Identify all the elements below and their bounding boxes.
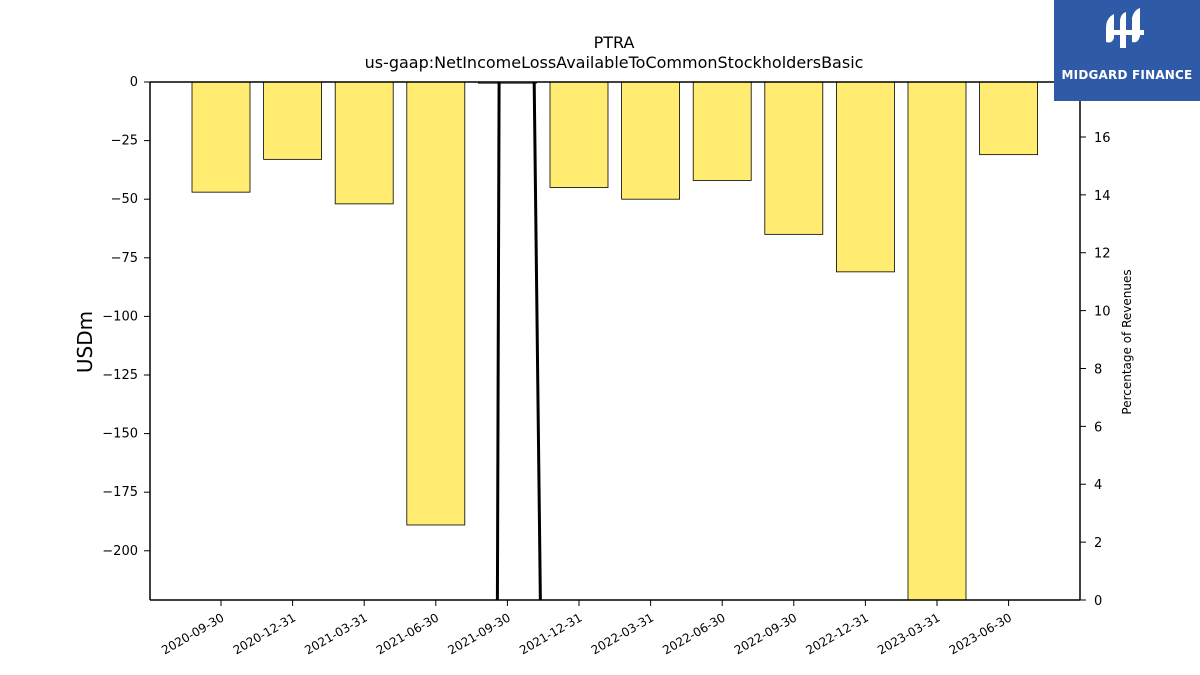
chart-title: PTRA: [594, 33, 635, 52]
x-tick-label: 2021-06-30: [374, 610, 441, 657]
y2-tick-label: 14: [1094, 189, 1111, 204]
y-tick-label: −125: [102, 368, 138, 383]
y-axis-label: USDm: [73, 311, 97, 373]
bar-2021-03-31: [334, 81, 394, 205]
ratio-line: [495, 82, 542, 600]
bars-group: [191, 81, 1038, 601]
x-tick-label: 2022-06-30: [660, 610, 727, 657]
bar-2020-12-31: [263, 81, 323, 160]
x-tick-label: 2022-03-31: [589, 610, 656, 657]
x-tick-label: 2023-06-30: [947, 610, 1014, 657]
bar-2022-06-30: [692, 81, 752, 181]
y2-tick-label: 16: [1094, 131, 1111, 146]
y-tick-label: −175: [102, 485, 138, 500]
bar-2022-03-31: [621, 81, 680, 200]
y2-tick-label: 6: [1094, 420, 1102, 435]
bar-2022-12-31: [836, 81, 895, 273]
y2-tick-label: 4: [1094, 478, 1102, 493]
ratio-line-group: [495, 82, 542, 600]
x-tick-label: 2022-12-31: [803, 610, 870, 657]
bar-2021-12-31: [549, 81, 609, 188]
y2-tick-label: 10: [1094, 305, 1111, 320]
bar-2023-03-31: [907, 81, 967, 601]
y-tick-label: −50: [111, 192, 138, 207]
x-tick-label: 2021-12-31: [517, 610, 584, 657]
y2-tick-label: 2: [1094, 536, 1102, 551]
bar-2023-06-30: [979, 81, 1038, 156]
x-tick-label: 2021-03-31: [302, 610, 369, 657]
y-tick-label: −25: [111, 134, 138, 149]
chart-subtitle: us-gaap:NetIncomeLossAvailableToCommonSt…: [365, 53, 864, 72]
bar-2022-09-30: [764, 81, 824, 235]
logo-text: MIDGARD FINANCE: [1061, 68, 1193, 82]
y-tick-label: −75: [111, 251, 138, 266]
bar-2021-06-30: [406, 81, 466, 526]
y-tick-label: −100: [102, 309, 138, 324]
y2-tick-label: 12: [1094, 247, 1111, 262]
y2-axis-label: Percentage of Revenues: [1120, 269, 1134, 414]
midgard-finance-logo: MIDGARD FINANCE: [1054, 0, 1200, 101]
y-tick-label: 0: [130, 75, 138, 90]
x-tick-label: 2020-12-31: [231, 610, 298, 657]
y-tick-label: −200: [102, 544, 138, 559]
x-tick-label: 2022-09-30: [732, 610, 799, 657]
y2-tick-label: 8: [1094, 362, 1102, 377]
x-tick-label: 2021-09-30: [445, 610, 512, 657]
y-tick-label: −150: [102, 427, 138, 442]
logo-mark-icon: [1106, 8, 1144, 48]
bar-2020-09-30: [191, 81, 251, 193]
x-tick-label: 2020-09-30: [159, 610, 226, 657]
y2-tick-label: 0: [1094, 594, 1102, 609]
x-tick-label: 2023-03-31: [875, 610, 942, 657]
